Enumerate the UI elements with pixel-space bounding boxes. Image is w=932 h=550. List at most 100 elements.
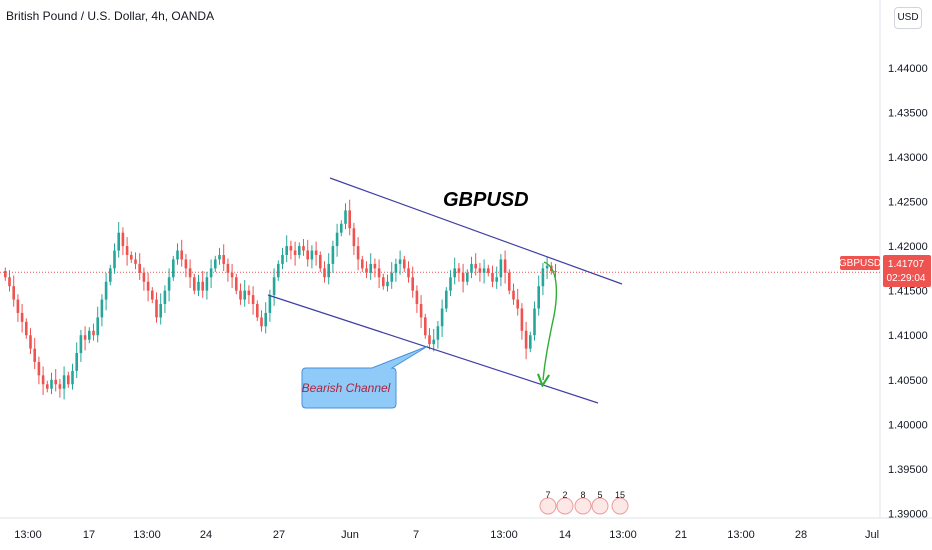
candle-body [243,290,246,300]
candle-body [197,281,200,291]
candle-body [41,375,45,385]
y-tick-label: 1.42500 [888,196,928,208]
event-marker[interactable]: 2 [556,490,574,515]
projection-arrow [543,261,558,380]
x-tick-label: 14 [559,529,571,541]
candle-body [104,281,108,300]
y-tick-label: 1.42000 [888,241,928,253]
candle-body [415,290,419,305]
event-marker[interactable]: 15 [611,490,629,515]
candle-body [524,330,528,349]
candle-body [180,250,183,260]
symbol-tag-label: GBPUSD [839,258,881,269]
candle-body [256,304,259,318]
countdown-timer: 02:29:04 [887,273,926,284]
event-count: 5 [597,490,602,500]
candle-body [176,250,179,260]
candle-body [428,335,431,345]
candle-body [251,295,255,305]
candle-body [306,250,309,260]
candle-body [411,277,414,291]
candle-body [323,268,326,278]
event-marker[interactable]: 8 [574,490,592,515]
y-tick-label: 1.43000 [888,152,928,164]
candle-body [96,317,99,336]
candle-body [247,290,251,296]
candle-body [495,277,498,282]
candle-body [466,272,469,282]
y-tick-label: 1.39000 [888,509,928,521]
candle-body [302,246,305,251]
candle-body [79,335,83,354]
candle-body [155,299,158,318]
channel-upper-line[interactable] [329,177,623,285]
event-marker[interactable]: 5 [591,490,609,515]
candle-body [533,308,536,336]
candle-body [214,259,217,269]
candle-body [499,259,503,278]
candle-body [424,317,427,336]
chart-title: British Pound / U.S. Dollar, 4h, OANDA [6,9,215,23]
candle-body [361,259,364,269]
event-marker[interactable]: 7 [539,490,557,515]
currency-button[interactable]: USD [894,7,922,29]
candle-body [377,268,381,278]
candle-body [327,263,330,278]
candle-body [348,210,351,229]
candle-body [230,272,234,278]
x-tick-label: 13:00 [14,529,42,541]
candle-body [218,254,221,260]
y-tick-label: 1.40000 [888,419,928,431]
candle-body [520,308,524,331]
candle-body [310,250,314,260]
candle-body [281,254,284,264]
candle-body [67,375,70,385]
candle-body [272,277,276,296]
event-count: 8 [580,490,585,500]
candle-body [386,281,389,287]
price-axis[interactable]: 1.44000 1.43500 1.43000 1.42500 1.42000 1.415… [888,63,928,521]
candle-body [113,250,116,269]
y-tick-label: 1.39500 [888,464,928,476]
x-tick-label: Jun [341,529,359,541]
candle-body [529,335,532,349]
time-axis[interactable]: 13:00 17 13:00 24 27 Jun 7 13:00 14 13:00 21 13:00 2… [14,529,879,541]
candle-body [12,286,15,300]
price-tag: GBPUSD 1.41707 02:29:04 [839,255,931,287]
bearish-channel-callout[interactable]: Bearish Channel [301,345,429,409]
candle-body [453,268,456,278]
candle-body [125,246,129,255]
candle-body [29,335,32,349]
candle-body [130,254,133,260]
event-count: 15 [615,490,625,500]
candle-body [184,259,188,269]
chart-label: GBPUSD [443,189,529,211]
candle-body [319,254,322,269]
y-tick-label: 1.44000 [888,63,928,75]
economic-events[interactable]: 7 2 8 5 15 [539,490,629,515]
candle-body [419,304,423,318]
callout-label: Bearish Channel [302,381,391,395]
candle-body [121,232,125,247]
candle-body [226,263,230,273]
candle-body [62,375,66,389]
candle-body [537,286,540,309]
x-tick-label: 28 [795,529,807,541]
candle-body [167,277,171,291]
candle-body [508,272,511,291]
candle-body [134,259,137,264]
x-tick-label: 24 [200,529,212,541]
candle-body [20,312,24,322]
candle-body [331,246,335,264]
candle-body [37,361,41,376]
candle-body [109,268,112,282]
candle-body [440,308,444,327]
candle-body [340,223,343,233]
candle-body [390,272,393,282]
x-tick-label: 27 [273,529,285,541]
candle-body [293,250,297,255]
candle-body [142,272,146,282]
candle-body [503,259,507,273]
candle-body [365,268,368,273]
